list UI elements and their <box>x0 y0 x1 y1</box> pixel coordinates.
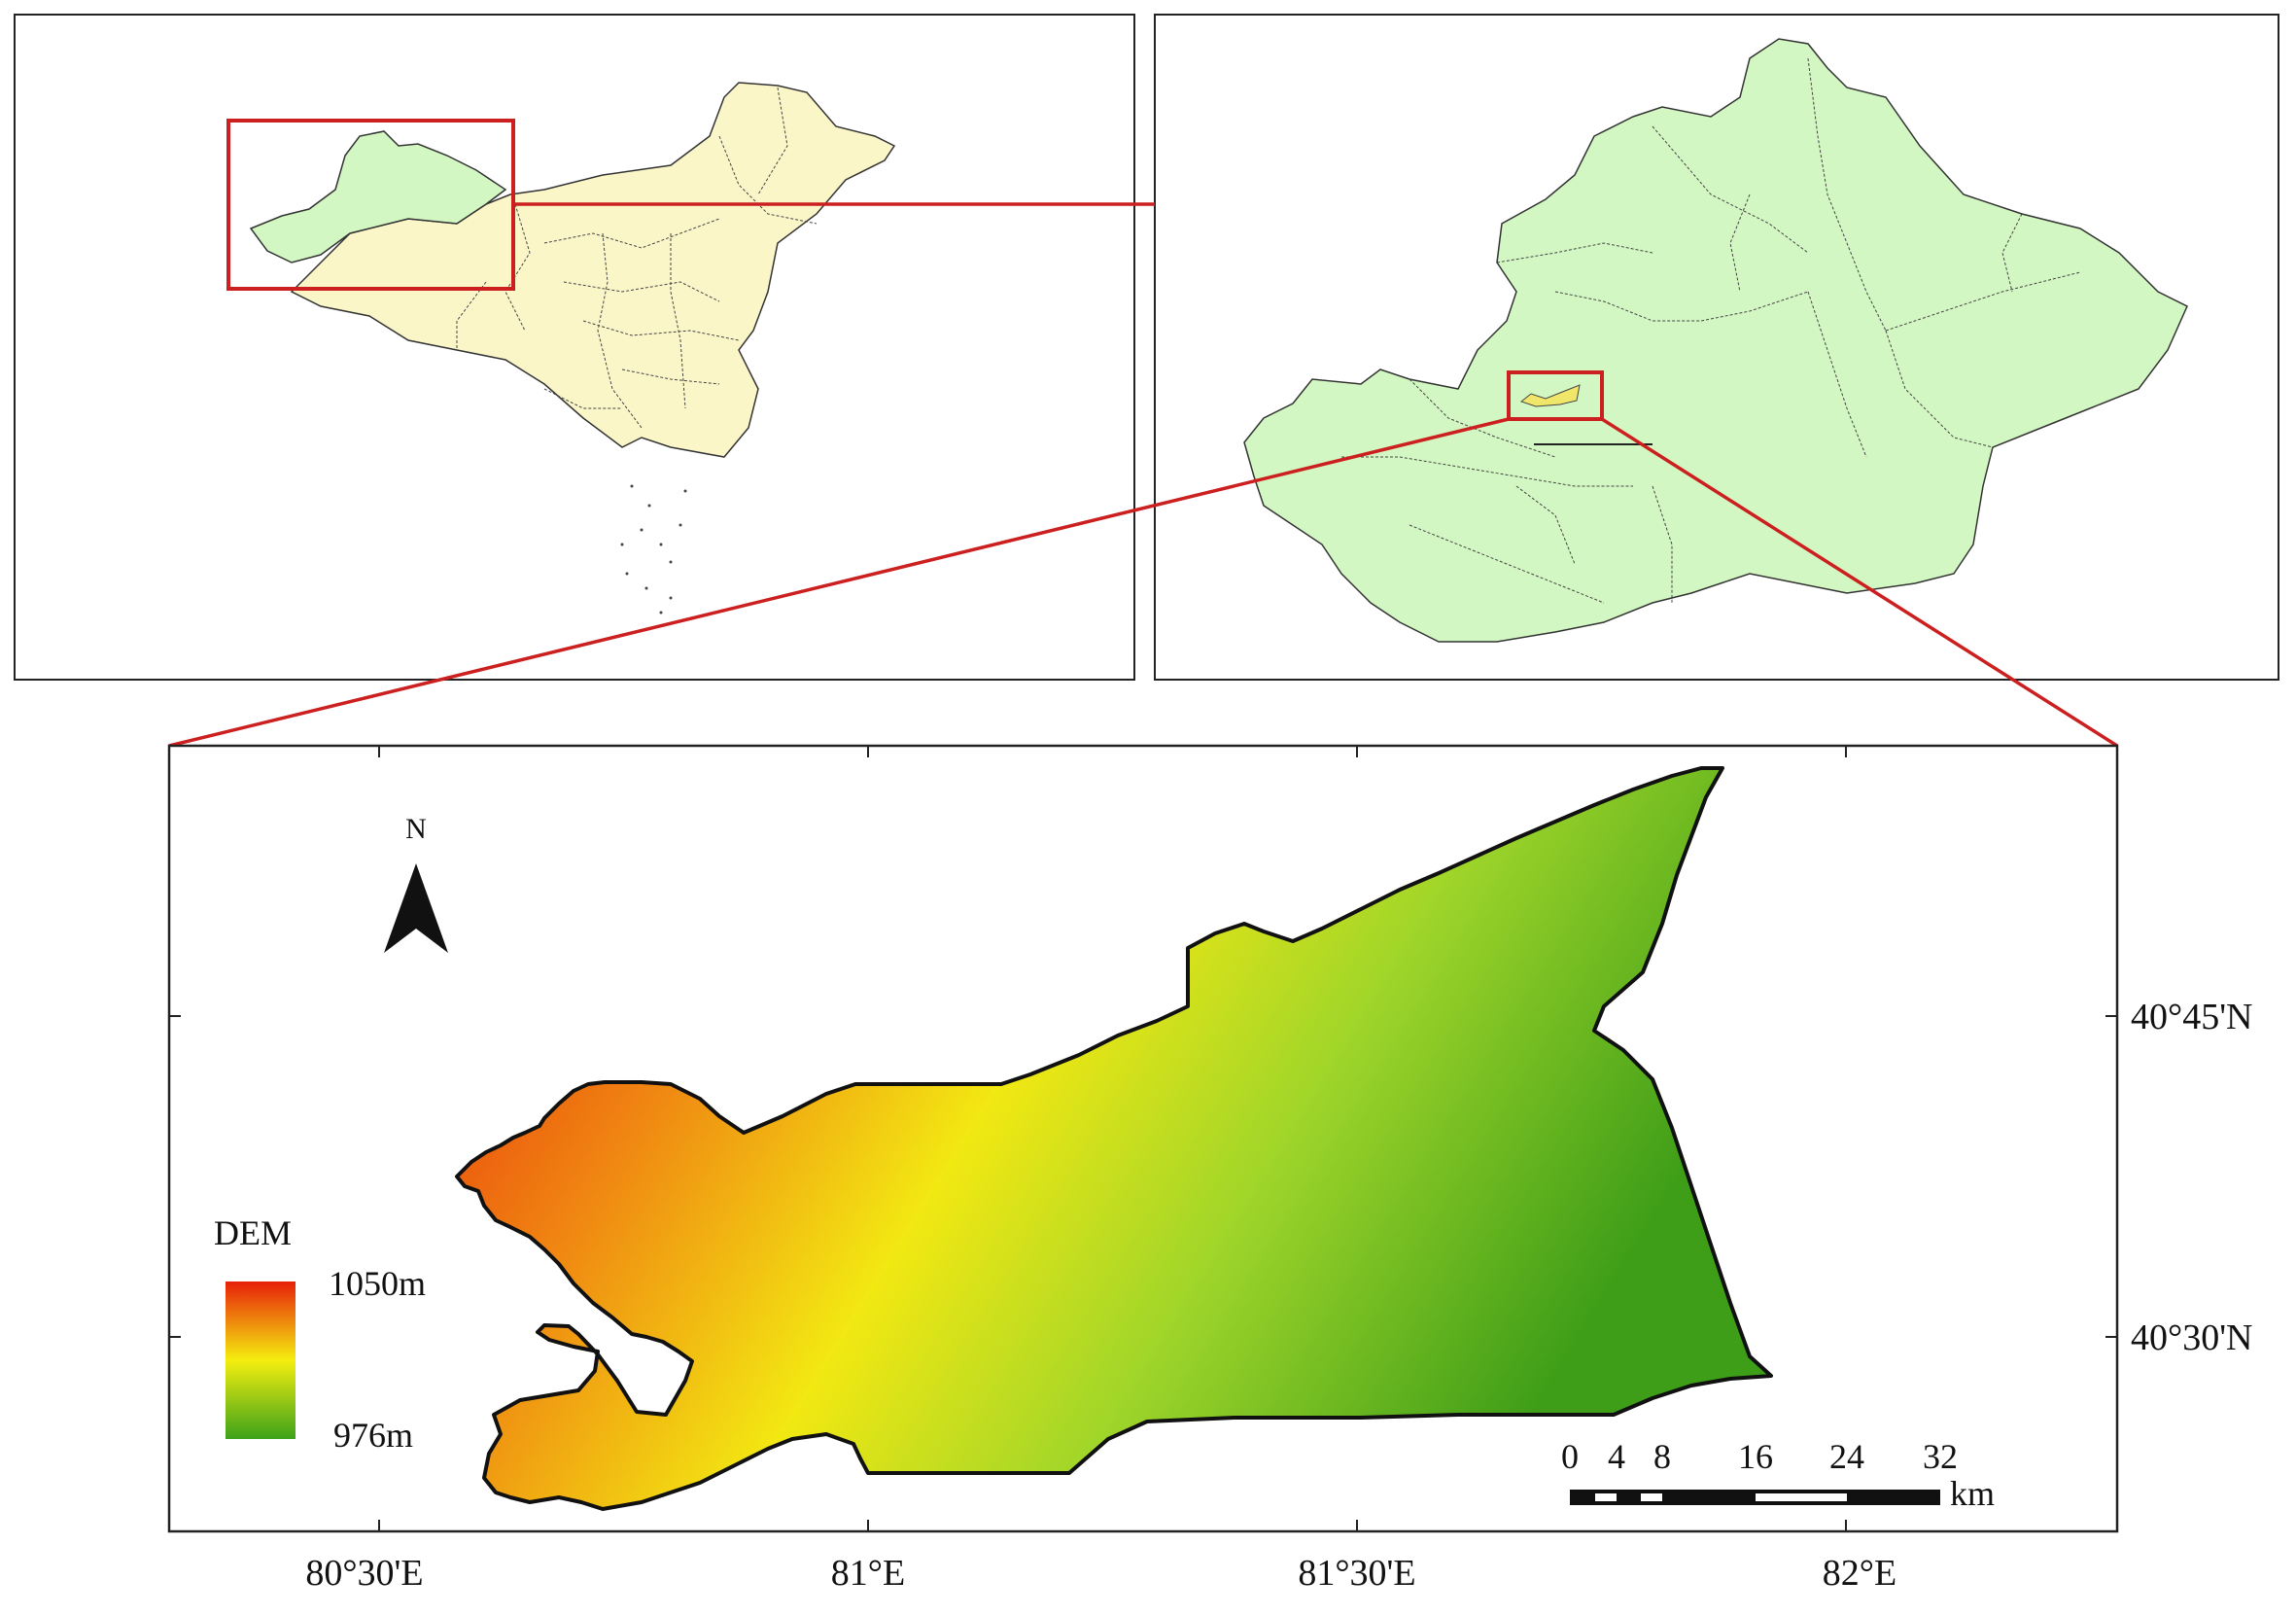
dem-legend: DEM 1050m 976m <box>214 1213 426 1455</box>
legend-low-label: 976m <box>333 1416 413 1455</box>
xinjiang-region-small <box>249 130 507 263</box>
svg-text:8: 8 <box>1653 1437 1671 1476</box>
connector-left <box>168 417 1510 748</box>
xinjiang-outline <box>1243 38 2188 643</box>
svg-text:4: 4 <box>1608 1437 1625 1476</box>
svg-text:16: 16 <box>1738 1437 1773 1476</box>
scale-bar-unit: km <box>1950 1474 1995 1513</box>
north-arrow-label: N <box>405 813 427 845</box>
legend-high-label: 1050m <box>329 1264 426 1303</box>
legend-title: DEM <box>214 1213 292 1252</box>
svg-text:0: 0 <box>1561 1437 1579 1476</box>
y-tick-label: 40°45'N <box>2131 997 2253 1037</box>
north-arrow: N <box>384 813 448 953</box>
coordinate-ticks <box>169 746 2117 1531</box>
china-province-borders <box>456 87 818 429</box>
y-tick-label: 40°30'N <box>2131 1317 2253 1358</box>
x-tick-label: 81°E <box>831 1553 905 1594</box>
x-tick-label: 80°30'E <box>305 1553 423 1594</box>
connector-right <box>1601 417 2118 748</box>
china-outline <box>290 82 896 458</box>
scale-bar-frame <box>1570 1490 1940 1505</box>
study-area-small-shape <box>1519 384 1581 407</box>
x-tick-label: 82°E <box>1823 1553 1896 1594</box>
legend-color-ramp <box>226 1281 296 1439</box>
x-tick-label: 81°30'E <box>1298 1553 1415 1594</box>
south-china-sea-islands <box>620 484 687 614</box>
svg-text:24: 24 <box>1829 1437 1864 1476</box>
study-area-highlight-box <box>1507 370 1604 421</box>
svg-text:32: 32 <box>1923 1437 1958 1476</box>
dem-study-area <box>455 766 1773 1511</box>
china-overview-panel <box>14 14 1135 681</box>
xinjiang-panel <box>1154 14 2279 681</box>
dem-map-panel: N DEM 1050m 976m 0 4 8 16 24 32 km 8 0 <box>167 744 2253 1594</box>
north-arrow-icon <box>384 863 416 953</box>
axis-labels: 80°30'E 81°E 81°30'E 82°E 40°45'N 40°30'… <box>305 997 2252 1594</box>
zoom-connectors <box>168 202 2118 748</box>
xinjiang-prefecture-borders <box>1341 57 2081 604</box>
scale-bar: 0 4 8 16 24 32 km <box>1561 1437 1995 1513</box>
